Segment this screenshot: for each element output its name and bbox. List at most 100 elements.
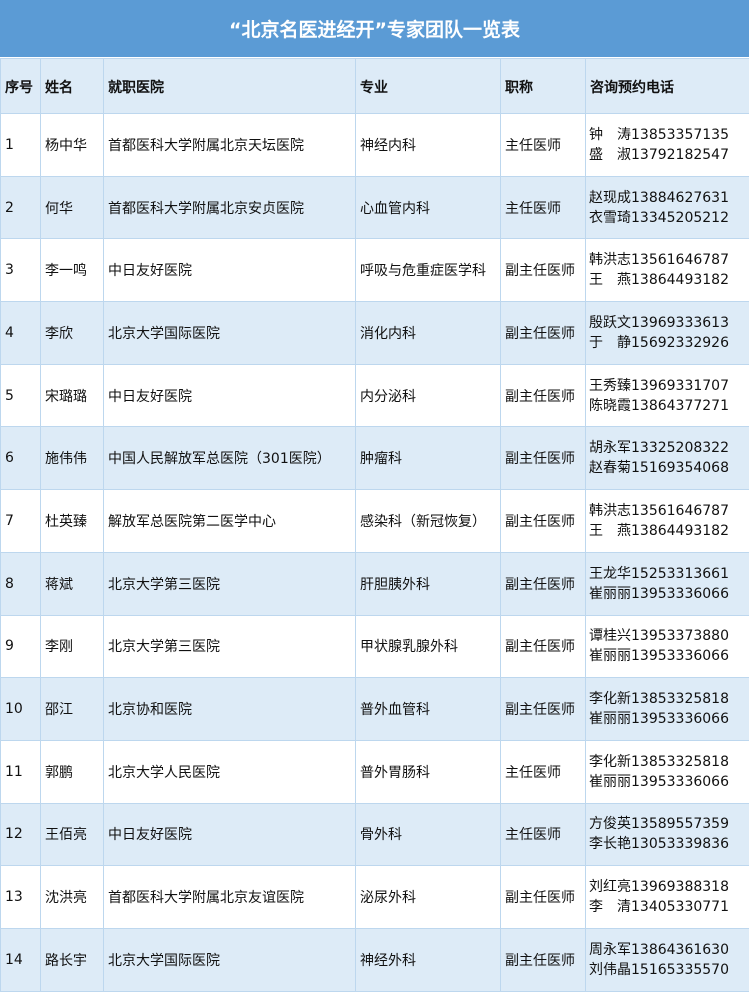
phone-contact: 钟 涛13853357135 bbox=[589, 125, 745, 145]
cell-title: 副主任医师 bbox=[501, 615, 586, 678]
cell-name: 杨中华 bbox=[41, 114, 104, 177]
phone-contact: 盛 淑13792182547 bbox=[589, 145, 745, 165]
cell-hospital: 中国人民解放军总医院（301医院） bbox=[104, 427, 356, 490]
cell-specialty: 神经内科 bbox=[356, 114, 501, 177]
cell-name: 王佰亮 bbox=[41, 803, 104, 866]
cell-title: 副主任医师 bbox=[501, 552, 586, 615]
phone-contact: 李 清13405330771 bbox=[589, 897, 745, 917]
phone-contact: 李化新13853325818 bbox=[589, 752, 745, 772]
phone-contact: 王 燕13864493182 bbox=[589, 270, 745, 290]
phone-contact: 周永军13864361630 bbox=[589, 940, 745, 960]
phone-contact: 殷跃文13969333613 bbox=[589, 313, 745, 333]
cell-hospital: 首都医科大学附属北京友谊医院 bbox=[104, 866, 356, 929]
cell-name: 沈洪亮 bbox=[41, 866, 104, 929]
cell-no: 6 bbox=[1, 427, 41, 490]
phone-contact: 崔丽丽13953336066 bbox=[589, 772, 745, 792]
cell-title: 副主任医师 bbox=[501, 364, 586, 427]
phone-contact: 崔丽丽13953336066 bbox=[589, 584, 745, 604]
cell-no: 4 bbox=[1, 302, 41, 365]
header-name: 姓名 bbox=[41, 59, 104, 114]
phone-contact: 陈晓霞13864377271 bbox=[589, 396, 745, 416]
cell-name: 杜英臻 bbox=[41, 490, 104, 553]
cell-title: 副主任医师 bbox=[501, 490, 586, 553]
cell-no: 5 bbox=[1, 364, 41, 427]
cell-hospital: 北京大学第三医院 bbox=[104, 552, 356, 615]
phone-contact: 王秀臻13969331707 bbox=[589, 376, 745, 396]
cell-specialty: 泌尿外科 bbox=[356, 866, 501, 929]
cell-name: 李一鸣 bbox=[41, 239, 104, 302]
cell-specialty: 普外胃肠科 bbox=[356, 740, 501, 803]
header-hospital: 就职医院 bbox=[104, 59, 356, 114]
cell-title: 副主任医师 bbox=[501, 678, 586, 741]
header-no: 序号 bbox=[1, 59, 41, 114]
cell-no: 12 bbox=[1, 803, 41, 866]
phone-contact: 赵春菊15169354068 bbox=[589, 458, 745, 478]
header-phone: 咨询预约电话 bbox=[586, 59, 749, 114]
cell-hospital: 中日友好医院 bbox=[104, 364, 356, 427]
phone-contact: 崔丽丽13953336066 bbox=[589, 646, 745, 666]
cell-name: 何华 bbox=[41, 176, 104, 239]
cell-hospital: 首都医科大学附属北京天坛医院 bbox=[104, 114, 356, 177]
cell-hospital: 中日友好医院 bbox=[104, 803, 356, 866]
cell-specialty: 消化内科 bbox=[356, 302, 501, 365]
cell-name: 李刚 bbox=[41, 615, 104, 678]
cell-hospital: 解放军总医院第二医学中心 bbox=[104, 490, 356, 553]
cell-name: 李欣 bbox=[41, 302, 104, 365]
cell-specialty: 普外血管科 bbox=[356, 678, 501, 741]
cell-name: 郭鹏 bbox=[41, 740, 104, 803]
cell-specialty: 心血管内科 bbox=[356, 176, 501, 239]
cell-no: 14 bbox=[1, 928, 41, 991]
phone-contact: 于 静15692332926 bbox=[589, 333, 745, 353]
header-row: 序号 姓名 就职医院 专业 职称 咨询预约电话 bbox=[1, 59, 749, 114]
cell-hospital: 北京大学国际医院 bbox=[104, 928, 356, 991]
phone-contact: 谭桂兴13953373880 bbox=[589, 626, 745, 646]
phone-contact: 刘红亮13969388318 bbox=[589, 877, 745, 897]
cell-specialty: 神经外科 bbox=[356, 928, 501, 991]
phone-contact: 衣雪琦13345205212 bbox=[589, 208, 745, 228]
phone-contact: 王龙华15253313661 bbox=[589, 564, 745, 584]
cell-name: 施伟伟 bbox=[41, 427, 104, 490]
cell-title: 副主任医师 bbox=[501, 928, 586, 991]
cell-title: 主任医师 bbox=[501, 176, 586, 239]
cell-specialty: 肿瘤科 bbox=[356, 427, 501, 490]
cell-name: 路长宇 bbox=[41, 928, 104, 991]
cell-name: 宋璐璐 bbox=[41, 364, 104, 427]
cell-hospital: 北京协和医院 bbox=[104, 678, 356, 741]
cell-specialty: 感染科（新冠恢复） bbox=[356, 490, 501, 553]
phone-contact: 李长艳13053339836 bbox=[589, 834, 745, 854]
cell-no: 13 bbox=[1, 866, 41, 929]
cell-title: 副主任医师 bbox=[501, 239, 586, 302]
cell-no: 8 bbox=[1, 552, 41, 615]
phone-contact: 王 燕13864493182 bbox=[589, 521, 745, 541]
phone-contact: 李化新13853325818 bbox=[589, 689, 745, 709]
cell-no: 10 bbox=[1, 678, 41, 741]
phone-contact: 方俊英13589557359 bbox=[589, 814, 745, 834]
cell-no: 1 bbox=[1, 114, 41, 177]
phone-contact: 胡永军13325208322 bbox=[589, 438, 745, 458]
cell-title: 副主任医师 bbox=[501, 866, 586, 929]
cell-name: 邵江 bbox=[41, 678, 104, 741]
phone-contact: 韩洪志13561646787 bbox=[589, 501, 745, 521]
cell-hospital: 北京大学人民医院 bbox=[104, 740, 356, 803]
